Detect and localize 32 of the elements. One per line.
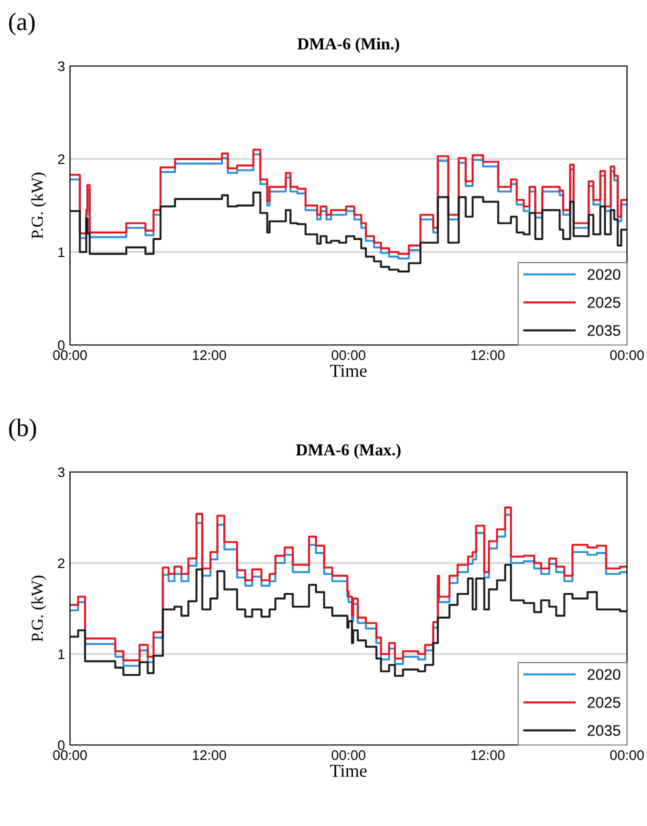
x-tick-label: 12:00 bbox=[192, 750, 226, 760]
chart-title: DMA-6 (Max.) bbox=[296, 444, 401, 459]
legend-label: 2020 bbox=[588, 669, 620, 680]
y-axis-title: P.G. (kW) bbox=[31, 172, 46, 239]
legend-label: 2025 bbox=[588, 297, 620, 308]
x-tick-label: 00:00 bbox=[332, 750, 366, 760]
x-tick-label: 00:00 bbox=[332, 350, 366, 360]
legend-label: 2020 bbox=[588, 269, 620, 280]
y-tick-label: 0 bbox=[58, 340, 65, 350]
x-tick-label: 12:00 bbox=[471, 350, 505, 360]
y-axis-title: P.G. (kW) bbox=[31, 576, 46, 642]
text: (b) bbox=[9, 418, 36, 442]
legend-label: 2025 bbox=[588, 697, 620, 708]
y-tick-label: 2 bbox=[58, 154, 64, 164]
x-tick-label: 00:00 bbox=[610, 750, 644, 760]
x-tick-label: 00:00 bbox=[53, 750, 87, 760]
x-axis-title: Time bbox=[330, 364, 367, 377]
y-tick-label: 1 bbox=[58, 247, 64, 258]
chart-title: DMA-6 (Min.) bbox=[297, 38, 400, 53]
y-tick-label: 3 bbox=[58, 467, 65, 478]
x-tick-label: 12:00 bbox=[471, 750, 505, 760]
x-tick-label: 00:00 bbox=[610, 350, 644, 360]
text: (a) bbox=[9, 12, 35, 36]
legend-label: 2035 bbox=[588, 325, 620, 336]
x-axis-title: Time bbox=[330, 764, 367, 777]
y-tick-label: 3 bbox=[58, 61, 65, 72]
y-tick-label: 0 bbox=[58, 740, 65, 750]
x-tick-label: 12:00 bbox=[192, 350, 226, 360]
legend-label: 2035 bbox=[588, 725, 620, 736]
x-tick-label: 00:00 bbox=[53, 350, 87, 360]
y-tick-label: 2 bbox=[58, 558, 64, 568]
y-tick-label: 1 bbox=[58, 649, 64, 660]
